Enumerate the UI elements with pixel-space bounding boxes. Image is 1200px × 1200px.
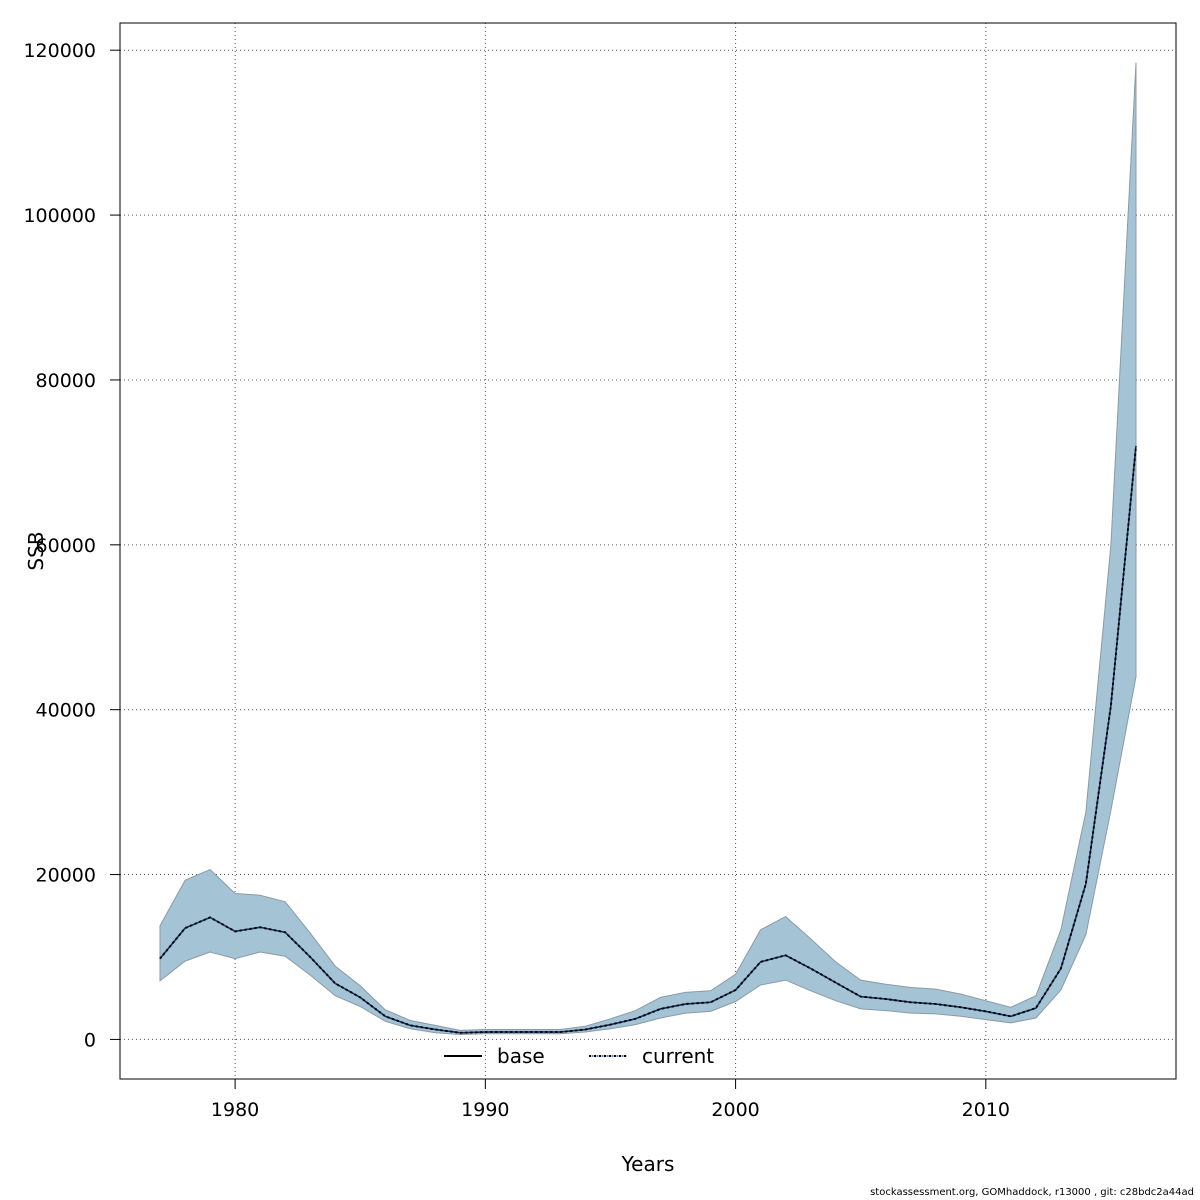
ssb-confidence-band	[159, 62, 1137, 1036]
y-axis: 0 20000 40000 60000 80000 100000 120000	[23, 40, 120, 1051]
series-line-current-accent	[159, 445, 1137, 1034]
y-tick-label-120000: 120000	[23, 40, 96, 62]
x-tick-label-1990: 1990	[461, 1099, 509, 1121]
y-tick-label-0: 0	[84, 1029, 96, 1051]
footer-credit: stockassessment.org, GOMhaddock, r13000 …	[870, 1187, 1194, 1198]
y-tick-label-40000: 40000	[36, 700, 96, 722]
x-tick-label-2010: 2010	[962, 1099, 1010, 1121]
y-tick-label-20000: 20000	[36, 865, 96, 887]
plot-frame	[119, 22, 1177, 1080]
y-tick-label-80000: 80000	[36, 370, 96, 392]
x-axis-title: Years	[621, 1152, 675, 1176]
legend-label-current: current	[642, 1044, 714, 1068]
y-axis-title: SSB	[24, 531, 48, 570]
y-tick-label-60000: 60000	[36, 535, 96, 557]
legend: base current	[444, 1044, 714, 1068]
series-lines	[159, 445, 1137, 1034]
x-tick-label-2000: 2000	[711, 1099, 759, 1121]
x-axis: 1980 1990 2000 2010	[211, 1079, 1010, 1121]
grid-lines	[120, 23, 1176, 1079]
x-tick-label-1980: 1980	[211, 1099, 259, 1121]
y-tick-label-100000: 100000	[23, 205, 96, 227]
legend-label-base: base	[497, 1044, 545, 1068]
